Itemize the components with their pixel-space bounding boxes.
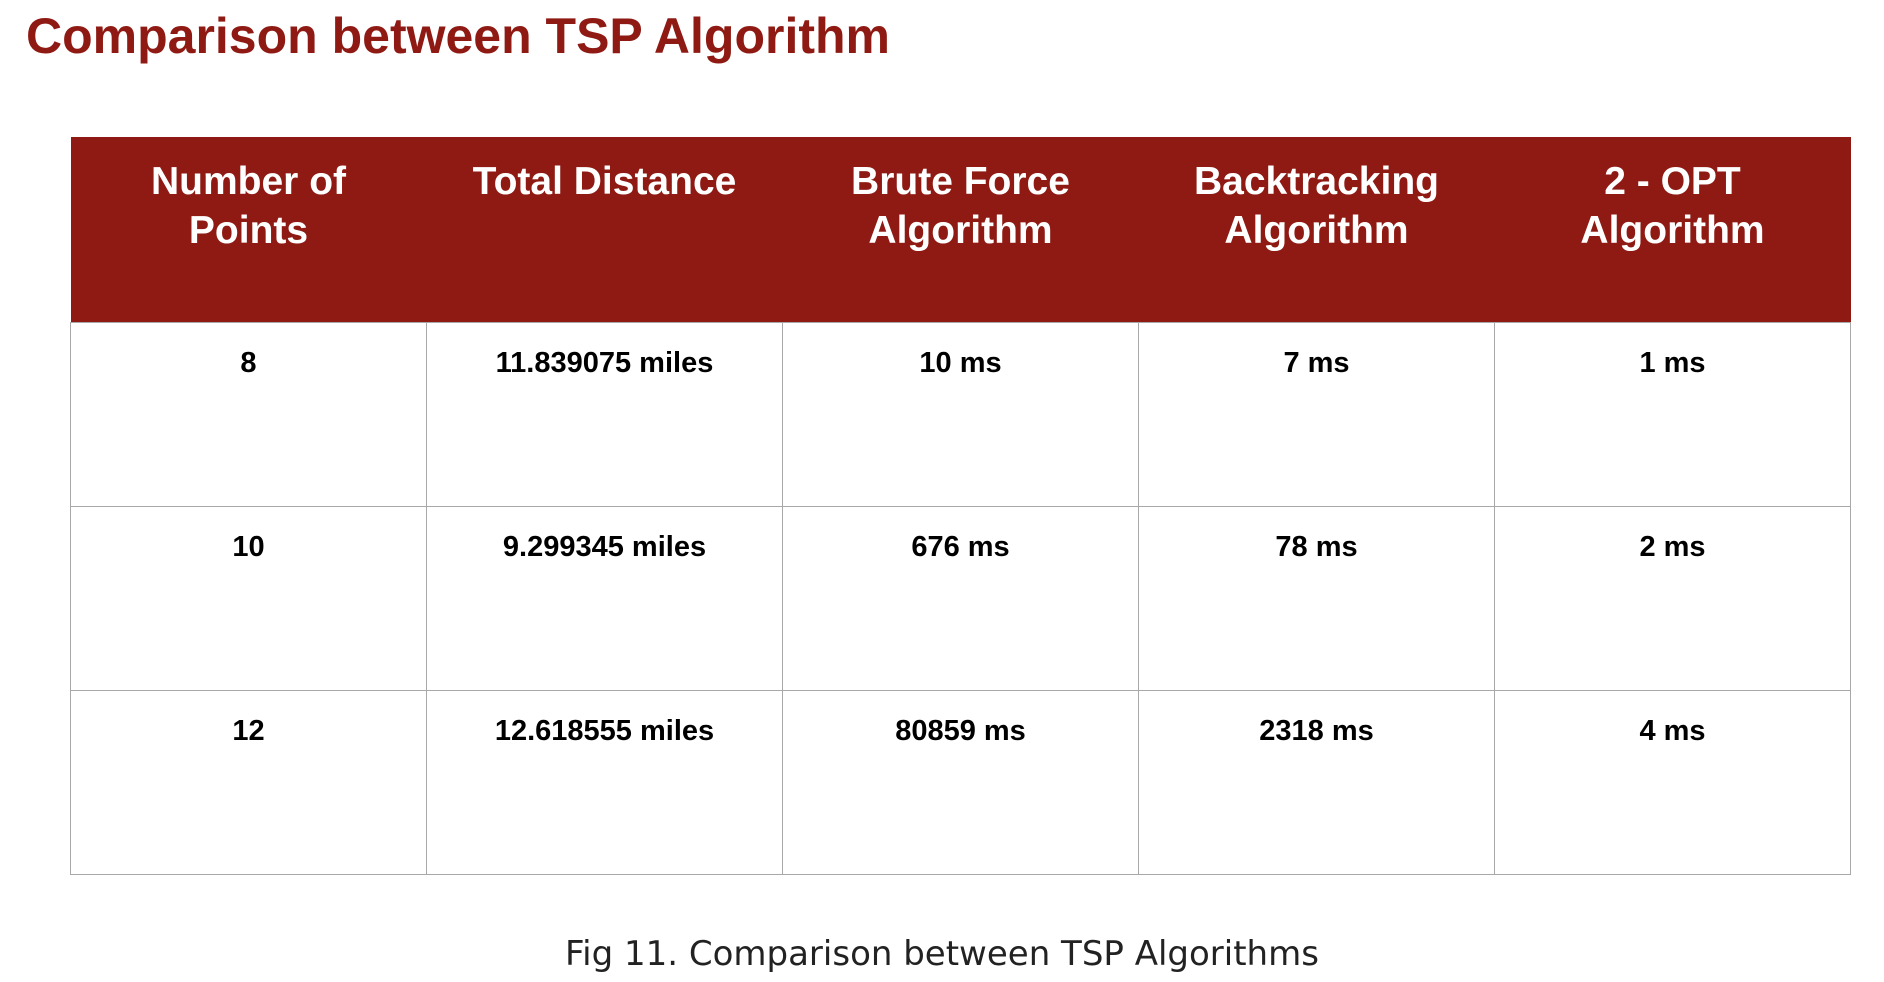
cell-number-of-points: 10 [70,505,427,691]
cell-number-of-points: 8 [70,321,427,507]
table-row: 12 12.618555 miles 80859 ms 2318 ms 4 ms [70,689,1851,875]
cell-backtracking-time: 7 ms [1138,321,1495,507]
figure-caption: Fig 11. Comparison between TSP Algorithm… [565,934,1319,974]
page-title: Comparison between TSP Algorithm [26,8,890,64]
cell-total-distance: 11.839075 miles [426,321,783,507]
cell-two-opt-time: 2 ms [1494,505,1851,691]
table-header: Number of Points Total Distance Brute Fo… [70,137,1851,322]
cell-brute-force-time: 80859 ms [782,689,1139,875]
cell-two-opt-time: 4 ms [1494,689,1851,875]
column-header-two-opt: 2 - OPT Algorithm [1494,137,1851,322]
column-header-brute-force: Brute Force Algorithm [782,137,1139,322]
column-header-total-distance: Total Distance [426,137,783,322]
cell-brute-force-time: 676 ms [782,505,1139,691]
table-row: 8 11.839075 miles 10 ms 7 ms 1 ms [70,321,1851,507]
table-row: 10 9.299345 miles 676 ms 78 ms 2 ms [70,505,1851,691]
column-header-number-of-points: Number of Points [70,137,427,322]
cell-backtracking-time: 2318 ms [1138,689,1495,875]
cell-brute-force-time: 10 ms [782,321,1139,507]
comparison-table: Number of Points Total Distance Brute Fo… [70,137,1851,875]
cell-backtracking-time: 78 ms [1138,505,1495,691]
cell-total-distance: 12.618555 miles [426,689,783,875]
cell-number-of-points: 12 [70,689,427,875]
table-body: 8 11.839075 miles 10 ms 7 ms 1 ms 10 9.2… [70,321,1851,875]
cell-total-distance: 9.299345 miles [426,505,783,691]
header-row: Number of Points Total Distance Brute Fo… [70,137,1851,322]
column-header-backtracking: Backtracking Algorithm [1138,137,1495,322]
cell-two-opt-time: 1 ms [1494,321,1851,507]
